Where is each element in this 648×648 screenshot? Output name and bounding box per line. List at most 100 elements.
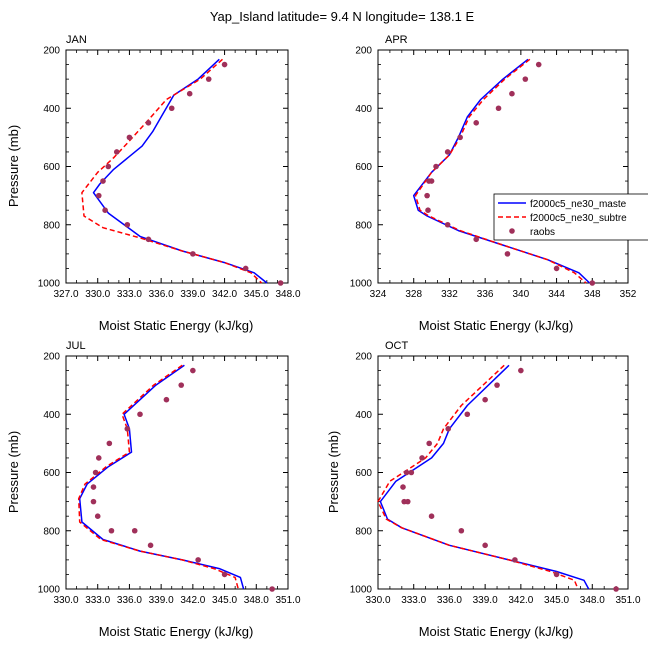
y-tick-label-jan: 800 <box>43 220 60 231</box>
x-tick-label-oct: 330.0 <box>365 595 390 606</box>
series-line-model1-jul <box>78 364 245 590</box>
y-tick-label-jan: 1000 <box>38 279 61 290</box>
obs-point-jan <box>124 221 131 228</box>
panel-apr: APR Moist Static Energy (kJ/kg) 324 328 33… <box>350 34 637 333</box>
y-tick-label-jul: 800 <box>43 526 60 537</box>
obs-point-oct <box>400 484 406 490</box>
obs-point-jan <box>145 236 152 243</box>
x-tick-label-apr: 352 <box>620 289 637 300</box>
obs-point-oct <box>408 469 415 476</box>
obs-point-oct <box>428 513 435 519</box>
obs-point-apr <box>444 221 451 228</box>
series-line-model2-apr <box>414 58 587 284</box>
obs-point-oct <box>613 586 619 592</box>
obs-point-jul <box>90 498 97 505</box>
y-tick-label-oct: 600 <box>355 468 372 479</box>
obs-point-jan <box>126 134 133 141</box>
series-line-model1-oct <box>379 364 590 590</box>
obs-point-jul <box>95 455 102 461</box>
y-axis-title-jul: Pressure (mb) <box>6 431 21 513</box>
x-tick-label-oct: 342.0 <box>508 595 533 606</box>
obs-point-oct <box>518 367 524 374</box>
y-tick-label-apr: 200 <box>355 46 372 57</box>
obs-point-oct <box>494 382 500 388</box>
x-tick-label-jul: 351.0 <box>275 595 300 606</box>
obs-point-jul <box>106 440 113 447</box>
x-tick-label-apr: 348 <box>584 289 601 300</box>
obs-point-apr <box>553 265 560 272</box>
panel-jul: JUL Moist Static Energy (kJ/kg) Pressure… <box>6 340 301 639</box>
x-tick-label-jan: 327.0 <box>53 289 78 300</box>
series-line-model2-jul <box>77 364 240 590</box>
obs-point-jul <box>195 557 201 563</box>
obs-point-jan <box>102 207 108 213</box>
x-tick-label-jan: 342.0 <box>212 289 237 300</box>
y-axis-title-oct: Pressure (mb) <box>326 431 341 513</box>
obs-point-jul <box>90 484 97 490</box>
obs-point-oct <box>482 396 488 403</box>
y-tick-label-oct: 400 <box>355 410 372 421</box>
obs-point-apr <box>495 105 502 112</box>
x-tick-label-apr: 344 <box>548 289 565 300</box>
y-tick-label-jan: 200 <box>43 46 60 57</box>
y-tick-label-jan: 600 <box>43 162 60 173</box>
obs-point-jul <box>190 367 196 374</box>
legend-label-model2: f2000c5_ne30_subtre <box>530 213 627 224</box>
x-tick-label-jul: 342.0 <box>180 595 205 606</box>
obs-point-jan <box>186 90 193 97</box>
obs-point-jan <box>190 251 196 257</box>
y-tick-label-apr: 400 <box>355 104 372 115</box>
legend-box <box>493 193 648 241</box>
panel-oct: OCT Moist Static Energy (kJ/kg) Pressure… <box>326 340 641 639</box>
x-tick-label-apr: 336 <box>477 289 494 300</box>
obs-point-jan <box>277 280 284 286</box>
y-tick-label-jan: 400 <box>43 104 60 115</box>
x-tick-label-oct: 336.0 <box>437 595 462 606</box>
panel-label-apr: APR <box>385 34 408 46</box>
legend-label-model1: f2000c5_ne30_maste <box>530 199 627 210</box>
x-tick-label-oct: 348.0 <box>580 595 605 606</box>
obs-point-jul <box>108 527 115 534</box>
obs-point-jul <box>137 411 143 418</box>
obs-point-apr <box>504 251 511 257</box>
obs-point-apr <box>424 192 430 199</box>
obs-point-apr <box>589 280 596 286</box>
obs-point-jan <box>113 149 120 155</box>
obs-point-jul <box>131 527 138 534</box>
x-tick-label-jan: 345.0 <box>244 289 269 300</box>
x-tick-label-apr: 332 <box>441 289 458 300</box>
x-tick-label-jul: 348.0 <box>244 595 269 606</box>
obs-point-jan <box>242 265 249 272</box>
obs-point-oct <box>426 440 432 447</box>
x-tick-label-apr: 340 <box>513 289 530 300</box>
obs-point-apr <box>535 61 542 68</box>
plot-frame-apr <box>377 49 629 284</box>
x-tick-label-oct: 339.0 <box>473 595 498 606</box>
obs-point-apr <box>444 149 451 155</box>
obs-point-apr <box>473 120 480 126</box>
y-tick-label-oct: 200 <box>355 352 372 363</box>
series-line-model2-oct <box>377 364 579 590</box>
chart-title: Yap_Island latitude= 9.4 N longitude= 13… <box>210 9 475 24</box>
legend-label-obs: raobs <box>530 227 555 238</box>
y-tick-label-oct: 1000 <box>350 585 373 596</box>
y-tick-label-apr: 800 <box>355 220 372 231</box>
x-tick-label-jan: 339.0 <box>180 289 205 300</box>
x-axis-title-oct: Moist Static Energy (kJ/kg) <box>419 624 574 639</box>
obs-point-apr <box>473 236 480 243</box>
obs-point-oct <box>512 557 518 563</box>
x-tick-label-apr: 328 <box>405 289 422 300</box>
obs-point-jan <box>95 192 102 199</box>
x-tick-label-jul: 336.0 <box>117 595 142 606</box>
x-tick-label-apr: 324 <box>370 289 387 300</box>
y-tick-label-jul: 600 <box>43 468 60 479</box>
x-axis-title-apr: Moist Static Energy (kJ/kg) <box>419 318 574 333</box>
obs-point-oct <box>553 571 560 578</box>
x-tick-label-jan: 330.0 <box>85 289 110 300</box>
obs-point-jan <box>205 76 212 82</box>
obs-point-jan <box>105 163 112 170</box>
plot-frame-oct <box>377 355 629 590</box>
x-tick-label-oct: 345.0 <box>544 595 569 606</box>
obs-point-oct <box>482 542 488 549</box>
y-axis-title-jan: Pressure (mb) <box>6 125 21 207</box>
